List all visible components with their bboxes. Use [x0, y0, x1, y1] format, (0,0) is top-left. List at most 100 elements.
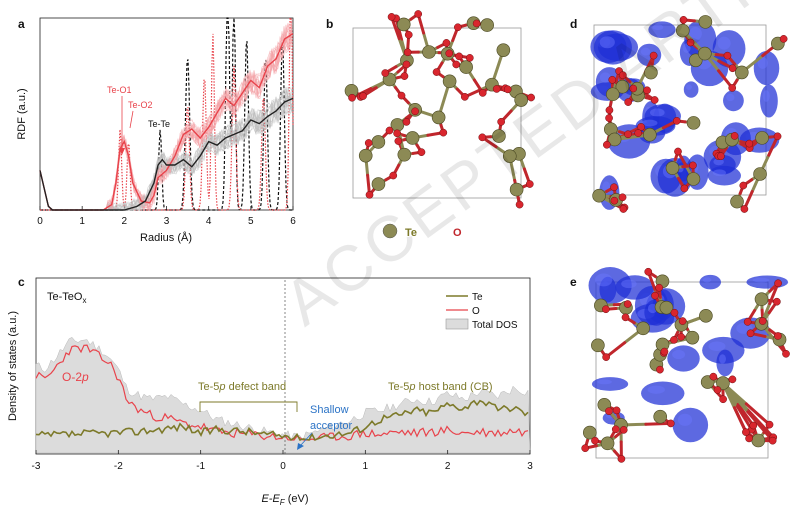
o-atom: [619, 205, 628, 213]
o-atom: [452, 60, 461, 69]
isosurface-highlight: [717, 36, 731, 50]
o-atom: [389, 171, 398, 180]
o-atom: [677, 333, 685, 341]
o-atom: [624, 98, 633, 106]
o-atom: [417, 148, 426, 157]
o-bond: [736, 402, 755, 428]
o-atom: [387, 13, 396, 21]
isosurface-lobe: [699, 274, 722, 290]
rdf-te-te-mean-line: [39, 97, 294, 211]
isosurface-lobe: [591, 377, 629, 391]
rdf-snapshot-line: [39, 25, 293, 211]
te-atom: [480, 18, 494, 32]
o-atom: [402, 60, 411, 69]
o-legend-label: O: [453, 227, 462, 239]
isosurface-highlight: [689, 26, 702, 41]
o-atom: [455, 52, 463, 61]
o-2p-label: O-2p: [62, 370, 89, 384]
defect-band-label: Te-5p defect band: [198, 381, 286, 393]
rdf-snapshot-line: [39, 87, 293, 211]
o-atom: [581, 444, 590, 453]
te-atom: [675, 23, 690, 38]
shallow-acceptor-arrowhead: [297, 443, 304, 450]
te-atom: [397, 147, 412, 162]
dos-x-tick-label: 0: [280, 461, 286, 472]
o-atom: [605, 407, 613, 416]
o-atom: [634, 129, 643, 137]
o-bond: [732, 406, 748, 434]
o-atom: [394, 137, 403, 145]
o-atom: [365, 190, 374, 199]
panel-c-letter: c: [18, 275, 25, 289]
o-atom: [624, 130, 632, 139]
o-atom: [478, 133, 487, 142]
dos-y-axis-label: Density of states (a.u.): [7, 311, 19, 421]
o-atom: [629, 84, 638, 93]
isosurface-lobe: [753, 51, 780, 86]
te-atom: [591, 338, 605, 353]
o-atom: [503, 85, 512, 94]
isosurface-highlight: [599, 36, 615, 49]
te-atom: [698, 15, 713, 29]
isosurface-highlight: [708, 341, 726, 351]
te-atom: [600, 436, 615, 451]
dos-x-tick-label: -2: [114, 461, 123, 472]
te-atom: [422, 45, 436, 59]
o-atom: [603, 140, 611, 149]
isosurface-highlight: [719, 354, 726, 364]
dos-x-tick-label: -1: [196, 461, 205, 472]
isosurface-highlight: [647, 385, 665, 394]
o-atom: [651, 291, 659, 300]
rdf-snapshot-line: [39, 24, 293, 211]
isosurface-highlight: [652, 24, 664, 31]
panel-e-letter: e: [570, 275, 577, 289]
o-atom: [740, 205, 749, 213]
rdf-x-axis-label: Radius (Å): [140, 231, 192, 244]
o-atom: [442, 39, 451, 47]
te-atom: [699, 308, 713, 323]
o-atom: [728, 64, 737, 73]
te-atom: [653, 409, 668, 424]
o-atom: [717, 152, 725, 161]
o-atom: [749, 421, 758, 430]
legend-o-label: O: [472, 306, 480, 317]
te-o1-arrowhead: [119, 148, 125, 155]
o-atom: [605, 106, 614, 115]
rdf-snapshot-line: [39, 90, 293, 211]
o-atom: [713, 386, 722, 394]
te-atom: [492, 129, 506, 143]
te-atom: [396, 17, 411, 32]
o-atom: [397, 91, 406, 100]
o-atom: [403, 48, 412, 57]
o-atom: [445, 49, 454, 58]
isosurface-lobe: [716, 349, 734, 377]
o-atom: [453, 23, 462, 32]
rdf-snapshot-line: [39, 89, 293, 211]
isosurface-lobe: [760, 84, 778, 118]
dos-x-axis-label: E-EF (eV): [261, 493, 308, 507]
o-atom: [728, 84, 737, 92]
dos-chart: Density of states (a.u.) -3 -2 -1 0 1 2 3 Te-T…: [7, 277, 533, 507]
te-atom: [686, 116, 701, 130]
o-atom: [618, 193, 627, 202]
panel-a-letter: a: [18, 17, 25, 31]
dos-x-tick-label: 1: [363, 461, 369, 472]
rdf-x-tick-label: 5: [248, 216, 254, 227]
isosurface-highlight: [677, 413, 693, 426]
rdf-snapshot-line: [39, 22, 293, 211]
shallow-acceptor-label-line2: acceptor: [310, 420, 353, 432]
te-o2-arrow: [129, 110, 134, 129]
o-atom: [643, 86, 651, 95]
rdf-x-tick-label: 1: [79, 216, 85, 227]
o-bond: [744, 402, 772, 427]
o-atom: [674, 147, 682, 156]
isosurface-highlight: [621, 279, 637, 289]
te-atom: [502, 149, 517, 163]
o-atom: [686, 38, 695, 47]
o-atom: [765, 420, 774, 429]
o-atom: [660, 347, 669, 356]
te-o1-label: Te-O1: [107, 85, 132, 95]
te-atom: [751, 433, 766, 448]
isosurface-highlight: [641, 119, 658, 127]
o-atom: [644, 267, 653, 276]
